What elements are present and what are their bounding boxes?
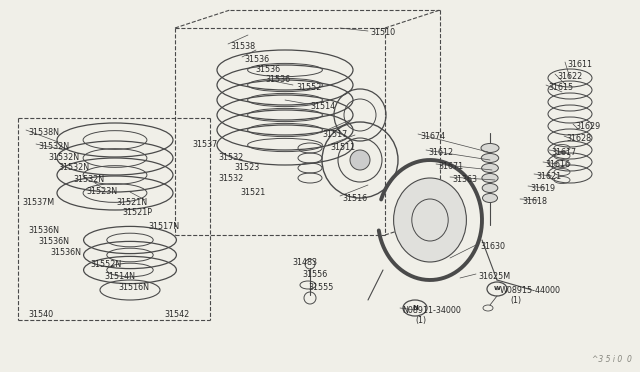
Text: 31510: 31510: [370, 28, 395, 37]
Text: 31532N: 31532N: [58, 163, 89, 172]
Text: 31618: 31618: [522, 197, 547, 206]
Text: W08915-44000: W08915-44000: [500, 286, 561, 295]
Text: N08911-34000: N08911-34000: [402, 306, 461, 315]
Text: 31671: 31671: [438, 162, 463, 171]
Text: 31616: 31616: [545, 160, 570, 169]
Text: 31628: 31628: [566, 134, 591, 143]
Text: 31538N: 31538N: [28, 128, 59, 137]
Ellipse shape: [481, 154, 499, 163]
Text: 31514: 31514: [310, 102, 335, 111]
Ellipse shape: [483, 193, 497, 202]
Text: 31622: 31622: [557, 72, 582, 81]
Text: 31629: 31629: [575, 122, 600, 131]
Text: (1): (1): [415, 316, 426, 325]
Ellipse shape: [481, 164, 499, 173]
Text: 31516N: 31516N: [118, 283, 149, 292]
Text: 31532N: 31532N: [38, 142, 69, 151]
Text: 31630: 31630: [480, 242, 505, 251]
Text: 31517: 31517: [322, 130, 348, 139]
Text: 31556: 31556: [302, 270, 327, 279]
Text: 31536N: 31536N: [50, 248, 81, 257]
Text: 31521: 31521: [240, 188, 265, 197]
Text: 31615: 31615: [548, 83, 573, 92]
Text: 31540: 31540: [28, 310, 53, 319]
Text: 31483: 31483: [292, 258, 317, 267]
Text: 31532N: 31532N: [48, 153, 79, 162]
Text: 31612: 31612: [428, 148, 453, 157]
Text: 31536: 31536: [244, 55, 269, 64]
Text: 31511: 31511: [330, 143, 355, 152]
Text: 31532N: 31532N: [73, 175, 104, 184]
Text: 31625M: 31625M: [478, 272, 510, 281]
Text: 31611: 31611: [567, 60, 592, 69]
Text: 31532: 31532: [218, 153, 243, 162]
Text: ^3 5 i 0  0: ^3 5 i 0 0: [592, 355, 632, 364]
Text: 31617: 31617: [551, 148, 576, 157]
Text: 31536N: 31536N: [38, 237, 69, 246]
Text: 31552: 31552: [296, 83, 321, 92]
Text: 31537: 31537: [192, 140, 217, 149]
Text: 31514N: 31514N: [104, 272, 135, 281]
Text: 31521N: 31521N: [116, 198, 147, 207]
Text: (1): (1): [510, 296, 521, 305]
Text: 31363: 31363: [452, 175, 477, 184]
Text: 31532: 31532: [218, 174, 243, 183]
Text: 31674: 31674: [420, 132, 445, 141]
Text: 31619: 31619: [530, 184, 555, 193]
Ellipse shape: [482, 173, 498, 183]
Text: 31552N: 31552N: [90, 260, 121, 269]
Ellipse shape: [350, 150, 370, 170]
Text: W: W: [493, 286, 500, 292]
Text: N: N: [412, 305, 418, 311]
Text: 31536: 31536: [255, 65, 280, 74]
Text: 31536: 31536: [265, 75, 290, 84]
Text: 31538: 31538: [230, 42, 255, 51]
Ellipse shape: [481, 144, 499, 153]
Ellipse shape: [482, 183, 498, 192]
Text: 31523N: 31523N: [86, 187, 117, 196]
Text: 31542: 31542: [164, 310, 189, 319]
Text: 31555: 31555: [308, 283, 333, 292]
Text: 31516: 31516: [342, 194, 367, 203]
Text: 31517N: 31517N: [148, 222, 179, 231]
Text: 31523: 31523: [234, 163, 259, 172]
Text: 31621: 31621: [536, 172, 561, 181]
Ellipse shape: [394, 178, 467, 262]
Text: 31536N: 31536N: [28, 226, 59, 235]
Text: 31537M: 31537M: [22, 198, 54, 207]
Text: 31521P: 31521P: [122, 208, 152, 217]
